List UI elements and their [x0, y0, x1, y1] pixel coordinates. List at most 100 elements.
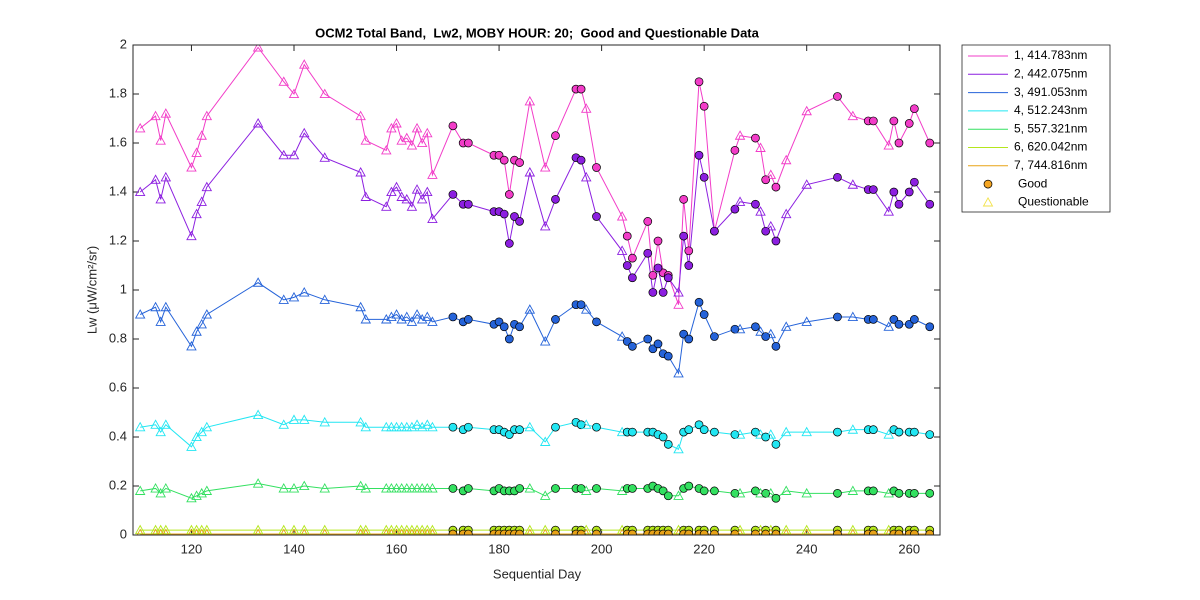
x-tick-label: 200 [591, 541, 613, 556]
questionable-marker [392, 528, 401, 535]
questionable-marker [150, 301, 161, 312]
questionable-marker [201, 524, 213, 535]
good-marker [925, 529, 935, 535]
questionable-marker [360, 483, 372, 493]
questionable-marker [580, 103, 592, 113]
questionable-marker [780, 426, 792, 437]
questionable-marker [782, 528, 790, 535]
questionable-marker [803, 528, 811, 535]
good-marker [910, 177, 919, 187]
questionable-marker [401, 483, 413, 493]
x-tick-label: 240 [796, 541, 818, 556]
good-marker [628, 273, 637, 283]
questionable-marker [186, 524, 197, 535]
questionable-marker [355, 416, 366, 427]
good-marker [448, 422, 458, 432]
questionable-marker [883, 321, 894, 331]
questionable-marker [136, 528, 144, 535]
questionable-marker [386, 524, 397, 535]
questionable-marker [280, 528, 288, 535]
good-marker [868, 116, 878, 126]
questionable-marker [191, 431, 202, 442]
questionable-marker [155, 193, 166, 204]
good-marker [515, 529, 524, 535]
good-marker [833, 489, 842, 498]
good-marker [699, 101, 709, 111]
questionable-marker [580, 171, 592, 182]
questionable-marker [387, 528, 395, 535]
questionable-marker [539, 220, 551, 231]
questionable-marker [203, 528, 211, 535]
good-marker [751, 322, 760, 332]
questionable-marker [416, 421, 428, 432]
good-marker [833, 172, 842, 182]
questionable-marker [580, 304, 592, 314]
questionable-marker [201, 309, 213, 319]
legend-label: 5, 557.321nm [1014, 121, 1087, 135]
questionable-marker [319, 483, 331, 493]
good-marker [894, 427, 904, 437]
good-marker [710, 486, 719, 496]
questionable-marker [355, 110, 366, 121]
good-marker [648, 270, 658, 280]
x-tick-label: 120 [181, 541, 203, 556]
questionable-marker [422, 311, 433, 321]
questionable-marker [427, 421, 438, 432]
questionable-marker [386, 122, 397, 133]
good-marker [771, 440, 781, 449]
questionable-marker [198, 528, 206, 535]
good-marker [576, 84, 586, 94]
good-marker [771, 529, 781, 535]
questionable-marker [150, 524, 161, 535]
questionable-marker [734, 130, 746, 140]
good-marker [699, 529, 709, 535]
questionable-marker [300, 528, 308, 535]
questionable-marker [422, 127, 433, 138]
questionable-marker [278, 483, 290, 493]
legend-marker [982, 196, 994, 207]
good-marker [643, 217, 653, 226]
good-marker [894, 529, 904, 535]
questionable-marker [360, 421, 372, 432]
questionable-marker [580, 419, 592, 429]
y-tick-label: 0 [120, 526, 127, 541]
questionable-marker [186, 230, 197, 241]
good-marker [663, 529, 673, 535]
questionable-marker [160, 108, 172, 118]
questionable-marker [187, 528, 196, 535]
questionable-marker [386, 186, 397, 197]
good-marker [710, 427, 719, 437]
y-tick-label: 1.4 [109, 183, 127, 198]
questionable-marker [278, 149, 290, 160]
good-marker [499, 155, 509, 165]
questionable-marker [413, 528, 421, 535]
questionable-marker [186, 340, 197, 351]
questionable-marker [427, 524, 438, 535]
questionable-marker [319, 294, 331, 304]
good-marker [730, 204, 740, 214]
questionable-marker [734, 196, 746, 206]
questionable-marker [734, 487, 746, 498]
questionable-marker [847, 179, 859, 189]
questionable-marker [278, 294, 290, 304]
questionable-marker [765, 169, 777, 179]
questionable-marker [398, 528, 406, 535]
questionable-marker [252, 45, 264, 52]
questionable-marker [160, 419, 172, 429]
good-marker [710, 529, 719, 535]
questionable-marker [298, 287, 310, 297]
questionable-marker [201, 181, 213, 192]
y-tick-label: 1.6 [109, 134, 127, 149]
questionable-marker [381, 483, 392, 493]
questionable-marker [362, 528, 370, 535]
questionable-marker [391, 421, 402, 432]
questionable-marker [524, 95, 536, 106]
good-marker [925, 489, 935, 498]
questionable-marker [355, 166, 366, 177]
good-marker [515, 217, 524, 226]
good-marker [925, 430, 935, 439]
legend-label: 6, 620.042nm [1014, 140, 1087, 154]
x-tick-label: 160 [386, 541, 408, 556]
good-marker [643, 248, 653, 258]
questionable-marker [278, 76, 290, 86]
